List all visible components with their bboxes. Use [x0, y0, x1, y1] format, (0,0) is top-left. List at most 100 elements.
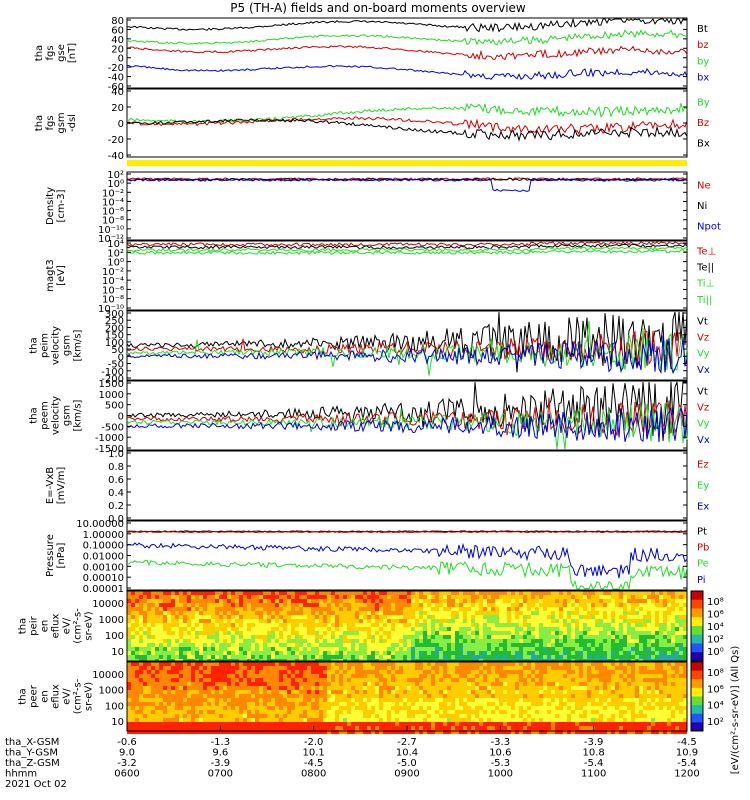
heatmap-cell [131, 690, 135, 694]
heatmap-cell [323, 651, 327, 655]
heatmap-cell [311, 698, 315, 702]
heatmap-cell [619, 607, 623, 611]
heatmap-cell [151, 615, 155, 619]
heatmap-cell [667, 603, 671, 607]
heatmap-cell [167, 682, 171, 686]
heatmap-cell [411, 690, 415, 694]
heatmap-cell [675, 619, 679, 623]
heatmap-cell [183, 730, 187, 734]
heatmap-cell [219, 694, 223, 698]
heatmap-cell [671, 591, 675, 595]
heatmap-cell [395, 595, 399, 599]
heatmap-cell [147, 635, 151, 639]
heatmap-cell [167, 595, 171, 599]
colorbar-segment [691, 626, 703, 636]
heatmap-cell [243, 714, 247, 718]
heatmap-cell [179, 643, 183, 647]
heatmap-cell [599, 655, 603, 659]
heatmap-cell [439, 730, 443, 734]
heatmap-cell [475, 619, 479, 623]
heatmap-cell [387, 655, 391, 659]
heatmap-cell [451, 619, 455, 623]
heatmap-cell [355, 730, 359, 734]
heatmap-cell [355, 603, 359, 607]
heatmap-cell [243, 643, 247, 647]
heatmap-cell [575, 639, 579, 643]
heatmap-cell [595, 674, 599, 678]
heatmap-cell [367, 718, 371, 722]
heatmap-cell [195, 599, 199, 603]
heatmap-cell [455, 619, 459, 623]
heatmap-cell [411, 682, 415, 686]
heatmap-cell [439, 623, 443, 627]
heatmap-cell [323, 623, 327, 627]
heatmap-cell [159, 655, 163, 659]
heatmap-cell [443, 631, 447, 635]
heatmap-cell [675, 607, 679, 611]
heatmap-cell [403, 674, 407, 678]
heatmap-cell [219, 619, 223, 623]
y-tick-label: -40 [108, 151, 124, 162]
heatmap-cell [507, 651, 511, 655]
heatmap-cell [223, 678, 227, 682]
heatmap-cell [423, 603, 427, 607]
heatmap-cell [279, 655, 283, 659]
heatmap-cell [531, 690, 535, 694]
heatmap-cell [211, 611, 215, 615]
heatmap-cell [351, 631, 355, 635]
heatmap-cell [527, 619, 531, 623]
heatmap-cell [447, 670, 451, 674]
heatmap-cell [303, 686, 307, 690]
heatmap-cell [215, 690, 219, 694]
heatmap-cell [135, 698, 139, 702]
heatmap-cell [163, 635, 167, 639]
heatmap-cell [499, 666, 503, 670]
heatmap-cell [571, 655, 575, 659]
heatmap-cell [503, 607, 507, 611]
heatmap-cell [531, 718, 535, 722]
heatmap-cell [287, 599, 291, 603]
heatmap-cell [311, 647, 315, 651]
heatmap-cell [523, 722, 527, 726]
heatmap-cell [663, 607, 667, 611]
heatmap-cell [299, 662, 303, 666]
heatmap-cell [367, 635, 371, 639]
heatmap-cell [607, 670, 611, 674]
heatmap-cell [591, 591, 595, 595]
heatmap-cell [455, 710, 459, 714]
heatmap-cell [419, 714, 423, 718]
heatmap-cell [603, 623, 607, 627]
heatmap-cell [143, 595, 147, 599]
heatmap-cell [679, 631, 683, 635]
heatmap-cell [219, 623, 223, 627]
heatmap-cell [575, 662, 579, 666]
heatmap-cell [571, 635, 575, 639]
heatmap-cell [435, 631, 439, 635]
heatmap-cell [583, 702, 587, 706]
heatmap-cell [287, 595, 291, 599]
heatmap-cell [663, 599, 667, 603]
heatmap-cell [423, 678, 427, 682]
heatmap-cell [155, 694, 159, 698]
heatmap-cell [355, 670, 359, 674]
heatmap-cell [379, 627, 383, 631]
heatmap-cell [455, 647, 459, 651]
heatmap-cell [579, 647, 583, 651]
heatmap-cell [627, 615, 631, 619]
heatmap-cell [147, 718, 151, 722]
heatmap-cell [211, 702, 215, 706]
heatmap-cell [127, 726, 131, 730]
heatmap-cell [163, 599, 167, 603]
heatmap-cell [599, 623, 603, 627]
heatmap-cell [443, 670, 447, 674]
heatmap-cell [587, 722, 591, 726]
heatmap-cell [135, 690, 139, 694]
heatmap-cell [427, 615, 431, 619]
heatmap-cell [271, 710, 275, 714]
heatmap-cell [231, 694, 235, 698]
heatmap-cell [267, 651, 271, 655]
heatmap-cell [239, 690, 243, 694]
heatmap-cell [215, 619, 219, 623]
heatmap-cell [471, 678, 475, 682]
heatmap-cell [243, 635, 247, 639]
